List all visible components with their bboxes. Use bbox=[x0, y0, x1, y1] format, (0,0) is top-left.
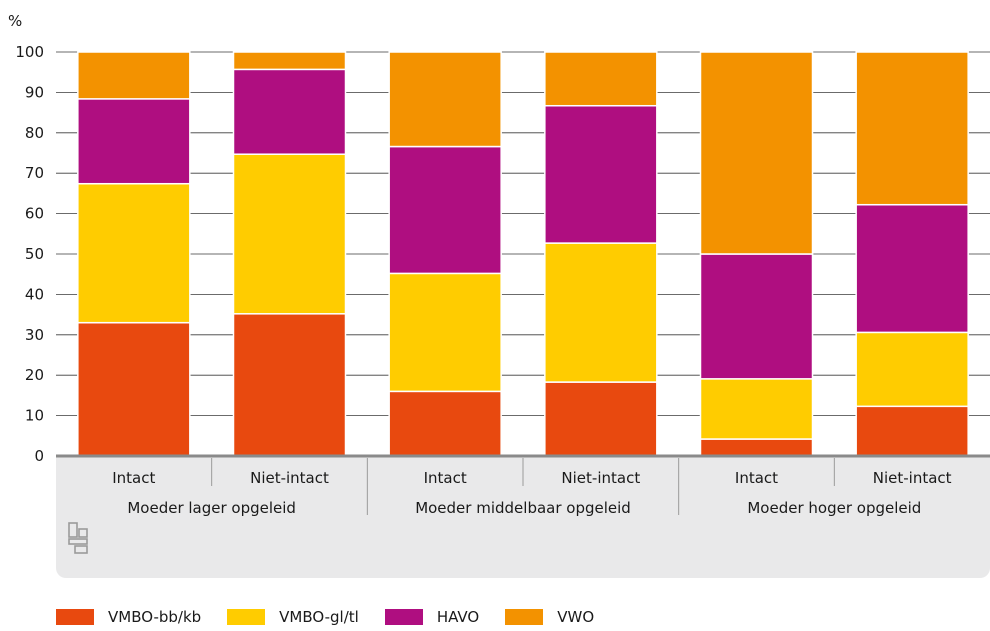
bar-segment bbox=[699, 378, 814, 440]
category-labels: Intact Niet-intact Intact Niet-intact Intact… bbox=[112, 469, 951, 487]
legend-swatch-vmbo-bb-kb bbox=[56, 609, 94, 625]
legend-label-havo: HAVO bbox=[436, 608, 480, 626]
bar-segment bbox=[855, 405, 969, 457]
group-labels: Moeder lager opgeleid Moeder middelbaar o… bbox=[127, 499, 921, 517]
bar-segment bbox=[544, 381, 658, 457]
bar-segment bbox=[232, 313, 347, 457]
bar-segment bbox=[388, 272, 502, 393]
bar-segment bbox=[77, 182, 191, 324]
legend-item-vmbo-bb-kb: VMBO-bb/kb bbox=[56, 608, 201, 626]
x-group-label: Moeder hoger opgeleid bbox=[747, 499, 921, 517]
x-category-label: Niet-intact bbox=[250, 469, 329, 487]
y-tick-label: 60 bbox=[25, 205, 44, 223]
category-panel bbox=[56, 456, 990, 578]
bar-segment bbox=[232, 153, 347, 315]
bars bbox=[77, 51, 969, 457]
x-category-label: Niet-intact bbox=[561, 469, 640, 487]
x-category-label: Intact bbox=[112, 469, 155, 487]
y-axis-ticks: 0 10 20 30 40 50 60 70 80 90 100 bbox=[15, 43, 44, 465]
x-group-label: Moeder middelbaar opgeleid bbox=[415, 499, 631, 517]
legend-label-vwo: VWO bbox=[557, 608, 595, 626]
x-category-label: Intact bbox=[735, 469, 778, 487]
legend: VMBO-bb/kb VMBO-gl/tl HAVO VWO bbox=[56, 608, 620, 626]
x-category-label: Niet-intact bbox=[873, 469, 952, 487]
bar-segment bbox=[77, 321, 191, 457]
bar-segment bbox=[77, 98, 191, 185]
category-separators bbox=[211, 458, 835, 515]
bar-segment bbox=[388, 390, 502, 457]
bar-segment bbox=[77, 51, 191, 100]
y-tick-label: 90 bbox=[25, 83, 44, 101]
bar-segment bbox=[544, 51, 658, 107]
bar-segment bbox=[388, 51, 502, 148]
bar-segment bbox=[699, 51, 814, 255]
bar-segment bbox=[699, 253, 814, 380]
y-tick-label: 0 bbox=[34, 447, 44, 465]
bar-segment bbox=[699, 438, 814, 457]
legend-swatch-vwo bbox=[505, 609, 544, 625]
y-tick-label: 70 bbox=[25, 164, 44, 182]
y-tick-label: 100 bbox=[15, 43, 44, 61]
y-tick-label: 10 bbox=[25, 407, 44, 425]
y-tick-label: 30 bbox=[25, 326, 44, 344]
bar-segment bbox=[544, 242, 658, 383]
legend-label-vmbo-gl-tl: VMBO-gl/tl bbox=[279, 608, 359, 626]
bar-segment bbox=[544, 104, 658, 244]
bar-segment bbox=[232, 68, 347, 155]
cbs-logo-icon bbox=[68, 522, 88, 554]
bar-segment bbox=[232, 51, 347, 71]
y-tick-label: 50 bbox=[25, 245, 44, 263]
legend-swatch-vmbo-gl-tl bbox=[227, 609, 266, 625]
y-tick-label: 80 bbox=[25, 124, 44, 142]
bar-segment bbox=[855, 331, 969, 408]
legend-item-vmbo-gl-tl: VMBO-gl/tl bbox=[227, 608, 359, 626]
x-category-label: Intact bbox=[424, 469, 467, 487]
x-group-label: Moeder lager opgeleid bbox=[127, 499, 296, 517]
bar-segment bbox=[388, 145, 502, 275]
legend-item-havo: HAVO bbox=[384, 608, 480, 626]
legend-swatch-havo bbox=[384, 609, 423, 625]
y-tick-label: 20 bbox=[25, 366, 44, 384]
y-axis-unit-label: % bbox=[8, 12, 22, 30]
bar-segment bbox=[855, 203, 969, 334]
legend-label-vmbo-bb-kb: VMBO-bb/kb bbox=[108, 608, 202, 626]
y-tick-label: 40 bbox=[25, 285, 44, 303]
legend-item-vwo: VWO bbox=[505, 608, 594, 626]
bar-segment bbox=[855, 51, 969, 206]
gridlines bbox=[56, 51, 990, 417]
